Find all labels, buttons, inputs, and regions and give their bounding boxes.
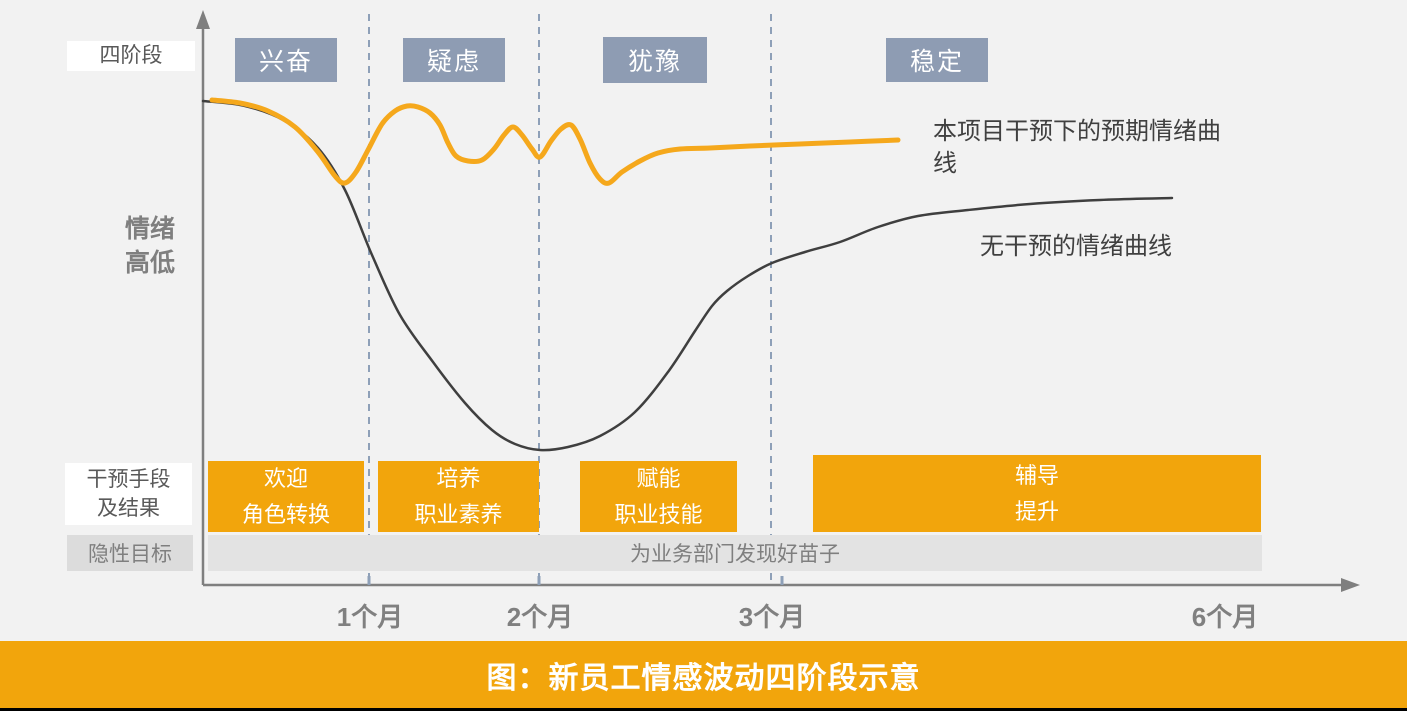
y-axis-title-line2: 高低 [124, 248, 175, 277]
stage-label: 稳定 [909, 48, 964, 76]
implicit-goal-row-label: 隐性目标 [67, 535, 193, 571]
legend-intervened-curve: 本项目干预下的预期情绪曲线 [933, 118, 1221, 178]
interventions-row-label-line1: 干预手段 [86, 467, 171, 491]
stage-box-excitement: 兴奋 [235, 38, 337, 82]
implicit-goal-bar: 为业务部门发现好苗子 [208, 535, 1262, 571]
y-axis-title: 情绪 高低 [103, 213, 197, 281]
intervention-line2: 角色转换 [241, 501, 330, 527]
intervention-line2: 职业素养 [414, 501, 503, 527]
implicit-goal-row-label-text: 隐性目标 [88, 543, 172, 566]
intervened-curve [209, 97, 901, 186]
x-tick-label-3month: 3个月 [738, 602, 806, 632]
legend-unintervened-curve: 无干预的情绪曲线 [980, 233, 1172, 260]
stages-row-label: 四阶段 [67, 41, 195, 71]
caption-text: 图：新员工情感波动四阶段示意 [486, 661, 921, 695]
implicit-goal-text: 为业务部门发现好苗子 [630, 543, 840, 566]
interventions-row-label-line2: 及结果 [97, 497, 160, 520]
stage-box-doubt: 疑虑 [403, 38, 505, 82]
intervention-box-cultivate: 培养 职业素养 [378, 461, 539, 532]
stage-label: 疑虑 [426, 48, 481, 76]
intervention-line1: 欢迎 [263, 466, 308, 492]
x-tick-label-1month: 1个月 [336, 602, 404, 632]
caption-banner: 图：新员工情感波动四阶段示意 [0, 641, 1407, 708]
x-tick-label-2month: 2个月 [506, 602, 574, 632]
stage-box-hesitation: 犹豫 [603, 37, 707, 83]
intervention-box-welcome: 欢迎 角色转换 [208, 461, 364, 532]
stage-label: 兴奋 [258, 48, 313, 76]
x-tick-label-6month: 6个月 [1191, 602, 1259, 632]
intervention-line1: 辅导 [1014, 463, 1059, 489]
intervention-line1: 赋能 [636, 466, 681, 492]
intervention-box-coach: 辅导 提升 [813, 455, 1261, 532]
intervention-box-empower: 赋能 职业技能 [580, 461, 737, 532]
y-axis-arrowhead [196, 10, 210, 29]
stage-box-stability: 稳定 [886, 38, 988, 82]
x-axis-arrowhead [1341, 578, 1360, 592]
unintervened-curve [201, 99, 1174, 452]
intervention-line1: 培养 [436, 466, 481, 492]
y-axis-title-line1: 情绪 [124, 215, 175, 243]
bottom-edge-strip [0, 708, 1407, 711]
stage-label: 犹豫 [627, 48, 682, 76]
interventions-row-label: 干预手段 及结果 [65, 463, 192, 525]
intervention-line2: 提升 [1014, 498, 1059, 524]
stages-row-label-text: 四阶段 [99, 44, 163, 68]
intervention-line2: 职业技能 [614, 501, 703, 527]
